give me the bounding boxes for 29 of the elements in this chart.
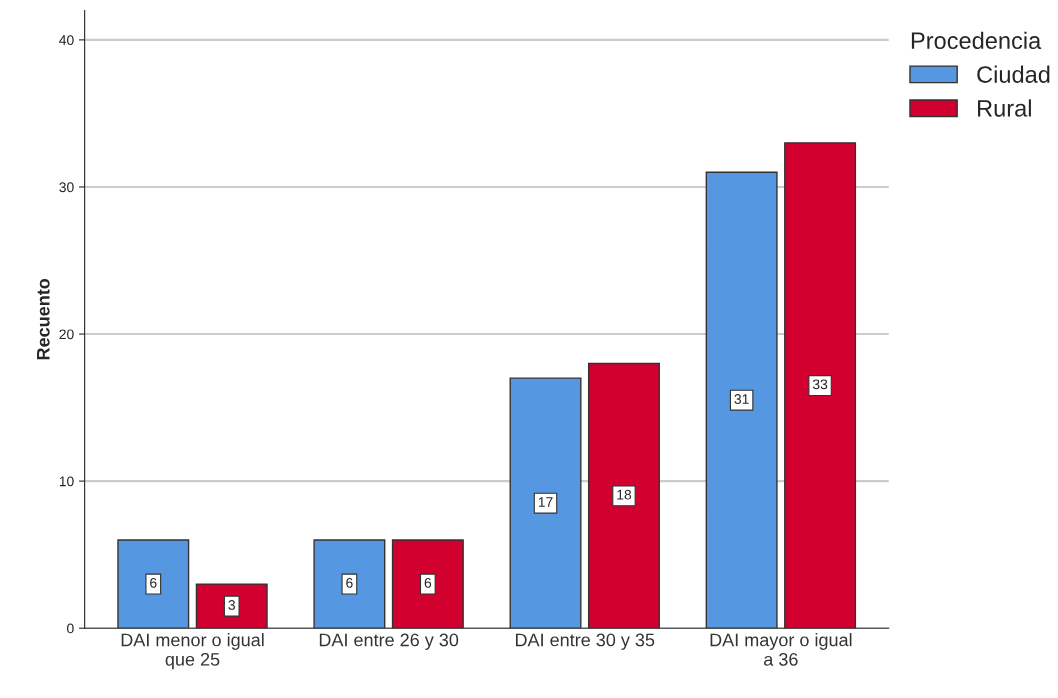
data-label: 6 (150, 577, 157, 588)
data-label: 33 (812, 379, 828, 390)
legend-title: Procedencia (911, 31, 1042, 50)
bar (587, 362, 660, 629)
bar (195, 583, 268, 629)
x-tick-label: DAI entre 30 y 35 (515, 633, 655, 650)
data-label: 18 (617, 489, 632, 500)
bar (509, 377, 582, 629)
legend-label: Rural (978, 99, 1031, 117)
y-axis-title: Recuento (37, 278, 50, 360)
bar (391, 539, 464, 629)
y-tick-label: 10 (59, 476, 74, 487)
bar (705, 171, 778, 629)
x-tick-label: DAI mayor o igual a 36 (710, 633, 852, 666)
data-label: 3 (228, 600, 235, 610)
data-label: 6 (346, 577, 353, 588)
data-label: 17 (538, 497, 553, 507)
y-tick-label: 0 (67, 623, 74, 634)
y-tick-label: 30 (59, 182, 74, 193)
x-tick-label: DAI menor o igual que 25 (121, 633, 264, 670)
data-label: 31 (734, 394, 749, 404)
bar (784, 142, 857, 629)
y-tick-label: 40 (59, 35, 74, 46)
x-tick-label: DAI entre 26 y 30 (319, 633, 459, 650)
legend-label: Ciudad (977, 65, 1050, 83)
bar (313, 539, 386, 629)
y-tick-label: 20 (59, 329, 74, 340)
data-label: 6 (424, 577, 432, 588)
bar (117, 539, 190, 629)
